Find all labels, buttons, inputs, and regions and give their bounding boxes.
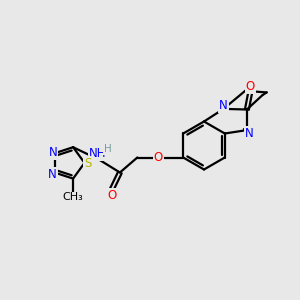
Text: N: N: [245, 127, 254, 140]
Text: O: O: [107, 189, 116, 202]
Text: CH₃: CH₃: [63, 193, 83, 202]
Text: NH: NH: [89, 147, 107, 161]
Text: N: N: [49, 146, 58, 159]
Text: N: N: [219, 99, 228, 112]
Text: S: S: [84, 157, 92, 170]
Text: H: H: [104, 144, 112, 154]
Text: N: N: [48, 168, 57, 181]
Text: O: O: [154, 151, 163, 164]
Text: O: O: [246, 80, 255, 93]
